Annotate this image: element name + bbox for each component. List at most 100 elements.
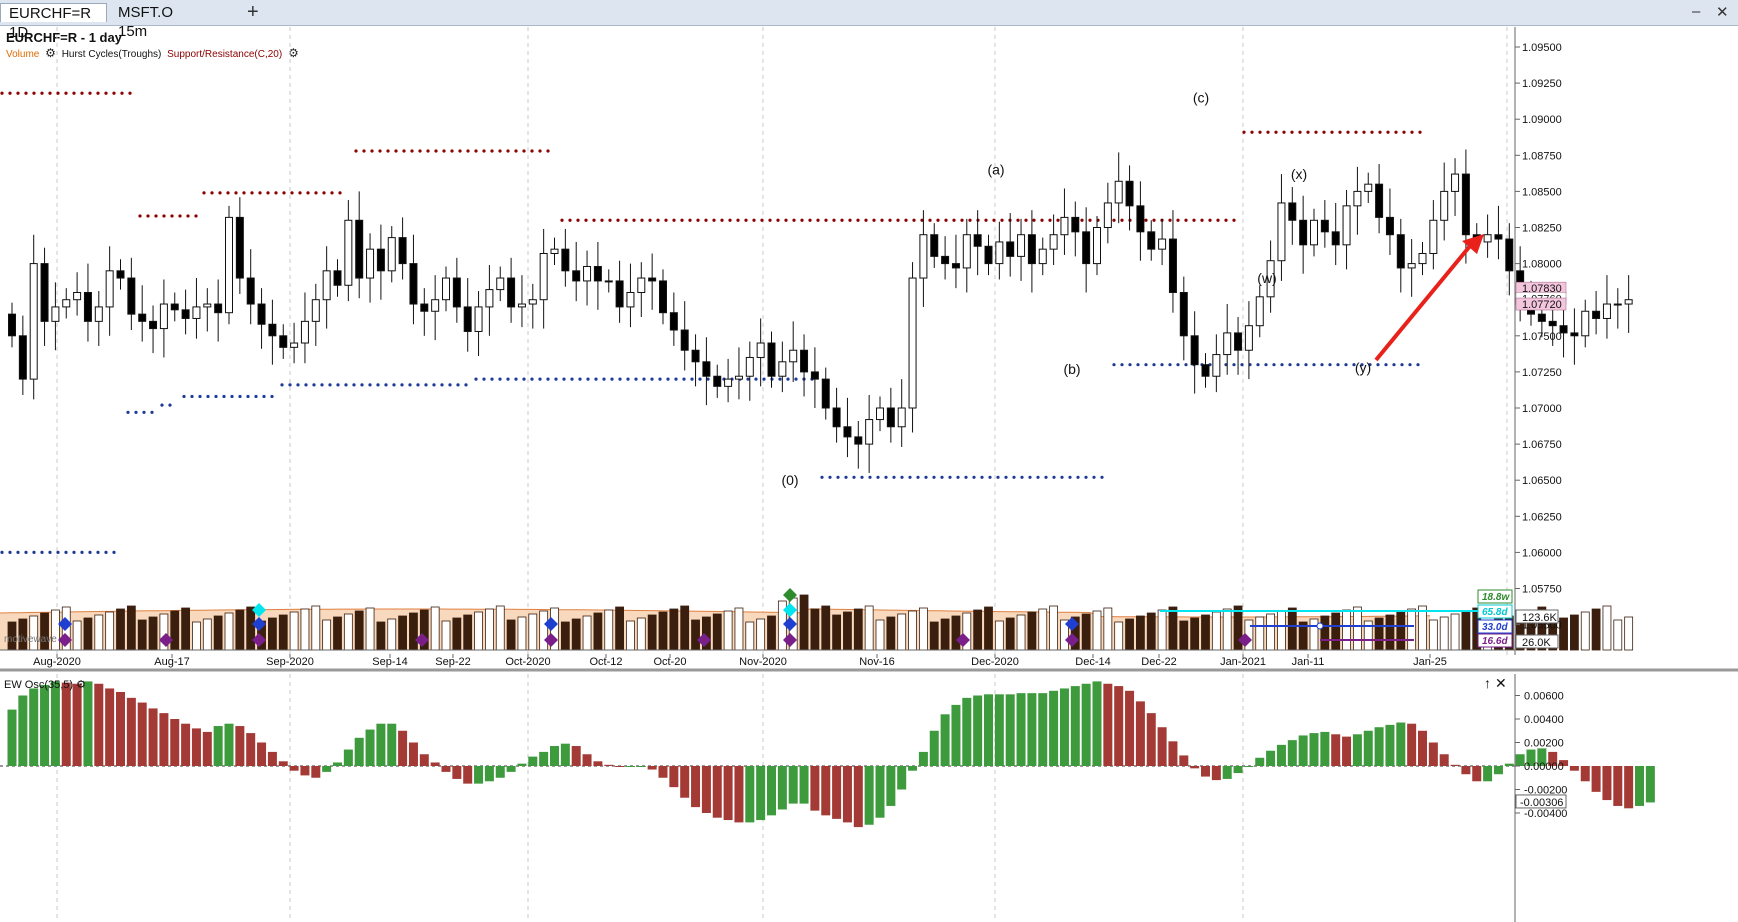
volume-bar	[235, 609, 245, 651]
close-window-button[interactable]: ✕	[1716, 4, 1729, 21]
volume-bar	[311, 605, 321, 651]
osc-bar	[1266, 750, 1276, 766]
resistance-dot	[1224, 218, 1228, 222]
resistance-dot	[736, 218, 740, 222]
osc-bar	[842, 766, 852, 823]
volume-bar	[224, 612, 234, 651]
osc-bar	[886, 766, 896, 806]
candle-body	[1592, 310, 1601, 319]
candle-body	[897, 407, 906, 428]
candle-body	[1125, 180, 1134, 207]
date-tick-label: Nov-2020	[739, 656, 787, 668]
support-dot	[778, 377, 782, 381]
candle-body	[1559, 325, 1568, 334]
support-dot	[538, 377, 542, 381]
osc-bar	[712, 766, 722, 818]
osc-bar	[734, 766, 744, 823]
support-dot	[698, 377, 702, 381]
support-dot	[980, 475, 984, 479]
resistance-dot	[1386, 130, 1390, 134]
close-panel-icon[interactable]: ✕	[1495, 675, 1507, 691]
resistance-dot	[282, 191, 286, 195]
resistance-dot	[1168, 218, 1172, 222]
candle-body	[181, 309, 190, 319]
resistance-dot	[1314, 130, 1318, 134]
candle-body	[300, 320, 309, 344]
add-tab-button[interactable]: +	[247, 1, 259, 23]
candle-body	[669, 312, 678, 331]
resistance-dot	[498, 149, 502, 153]
indicator-support-resistance[interactable]: Support/Resistance(C,20)	[167, 49, 283, 60]
gear-icon[interactable]: ⚙	[76, 679, 87, 691]
resistance-dot	[896, 218, 900, 222]
volume-bar	[756, 618, 766, 651]
candle-body	[8, 313, 16, 337]
candle-body	[734, 375, 743, 380]
minimize-button[interactable]: –	[1692, 3, 1701, 20]
tab-msft[interactable]: MSFT.O 15m	[118, 4, 173, 40]
gear-icon[interactable]: ⚙	[45, 46, 56, 60]
osc-bar	[29, 688, 39, 766]
tab-eurchf[interactable]: EURCHF=R 1D	[0, 3, 107, 41]
support-dot	[828, 475, 832, 479]
osc-bar	[474, 766, 484, 784]
wave-label: (c)	[1193, 90, 1209, 106]
resistance-dot	[458, 149, 462, 153]
osc-bar	[1580, 766, 1590, 782]
date-tick-label: Jan-2021	[1220, 656, 1266, 668]
volume-bar	[105, 611, 115, 651]
support-dot	[666, 377, 670, 381]
volume-bar	[788, 597, 798, 651]
candle-body	[485, 289, 494, 308]
cycle-16d-marker	[1065, 633, 1079, 647]
volume-panel	[0, 594, 1634, 651]
osc-bar	[387, 723, 397, 766]
osc-bar	[202, 731, 212, 766]
resistance-dot	[808, 218, 812, 222]
volume-bar	[1624, 616, 1634, 651]
volume-bar	[452, 617, 462, 651]
candle-body	[138, 313, 147, 322]
chart-title: EURCHF=R - 1 day	[6, 30, 122, 45]
price-label-box	[1515, 292, 1567, 305]
gear-icon[interactable]: ⚙	[287, 46, 299, 60]
resistance-dot	[410, 149, 414, 153]
support-dot	[368, 383, 372, 387]
osc-bar	[517, 763, 527, 766]
move-up-icon[interactable]: ↑	[1484, 675, 1491, 691]
osc-bar	[1352, 734, 1362, 766]
support-dot	[988, 475, 992, 479]
resistance-dot	[522, 149, 526, 153]
support-dot	[1360, 363, 1364, 367]
support-dot	[1256, 363, 1260, 367]
resistance-dot	[696, 218, 700, 222]
osc-bar	[615, 766, 625, 767]
resistance-dot	[1370, 130, 1374, 134]
support-dot	[1112, 363, 1116, 367]
volume-bar	[1190, 617, 1200, 651]
osc-bar	[1298, 735, 1308, 766]
candle-body	[724, 378, 733, 387]
support-dot	[602, 377, 606, 381]
resistance-dot	[290, 191, 294, 195]
resistance-dot	[120, 91, 124, 95]
support-dot	[280, 383, 284, 387]
date-tick-label: Sep-14	[372, 656, 407, 668]
price-label-box	[1515, 281, 1567, 295]
support-dot	[56, 550, 60, 555]
price-tick-label: 1.08000	[1522, 259, 1562, 271]
candle-body	[1223, 332, 1232, 356]
indicator-volume[interactable]: Volume	[6, 49, 40, 60]
support-dot	[104, 550, 108, 555]
candle-body	[290, 342, 299, 348]
support-dot	[876, 475, 880, 479]
volume-bar	[1038, 608, 1048, 651]
resistance-dot	[1192, 218, 1196, 222]
cycle-label: 33.0d	[1482, 622, 1508, 633]
candle-body	[1429, 219, 1438, 254]
indicator-hurst[interactable]: Hurst Cycles(Troughs)	[61, 49, 162, 60]
resistance-dot	[640, 218, 644, 222]
resistance-dot	[298, 191, 302, 195]
cycle-16d-marker	[58, 633, 72, 647]
